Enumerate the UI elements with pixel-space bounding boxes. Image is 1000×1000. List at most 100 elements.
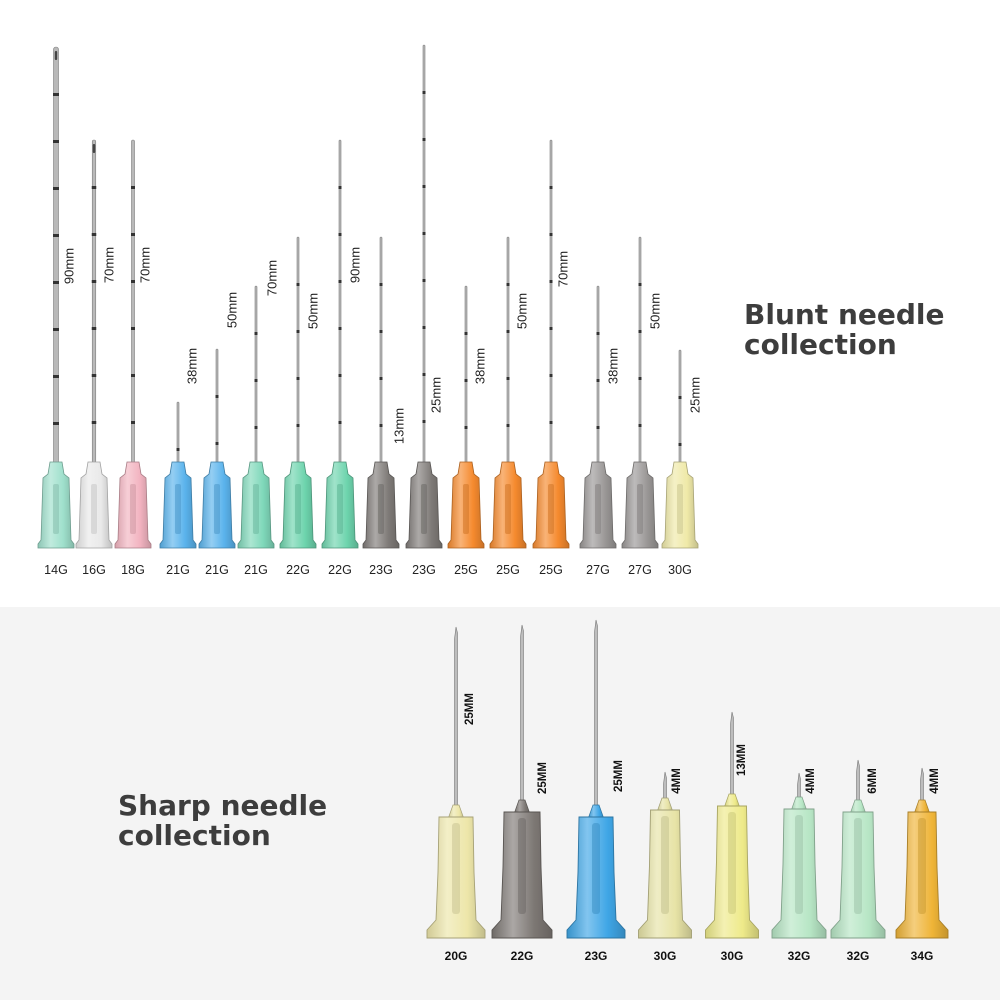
length-label: 25mm	[687, 377, 702, 413]
hub-core	[337, 484, 343, 534]
hub-core	[677, 484, 683, 534]
hub-core	[463, 484, 469, 534]
graduation-mark	[596, 332, 600, 335]
graduation-mark	[549, 374, 553, 377]
needle-hub	[426, 816, 486, 939]
sharp-heading-line1: Sharp needle	[118, 789, 328, 822]
length-label: 25MM	[464, 693, 476, 725]
graduation-mark	[338, 280, 342, 283]
hub-core	[91, 484, 97, 534]
graduation-mark	[91, 280, 97, 283]
graduation-mark	[379, 424, 383, 427]
graduation-mark	[53, 234, 59, 237]
graduation-mark	[131, 327, 135, 330]
length-label: 50mm	[647, 293, 662, 329]
blunt-needle: 25mm 30G	[661, 349, 702, 577]
cannula	[379, 236, 383, 471]
length-label: 90mm	[347, 247, 362, 283]
blunt-needle: 90mm 14G	[37, 46, 76, 577]
graduation-mark	[91, 233, 97, 236]
cannula	[638, 236, 642, 471]
graduation-mark	[338, 421, 342, 424]
graduation-mark	[91, 186, 97, 189]
sharp-needle: 4MM 30G	[638, 768, 692, 963]
length-label: 50mm	[224, 292, 239, 328]
length-label: 25mm	[428, 377, 443, 413]
cannula	[53, 46, 59, 471]
length-label: 50mm	[305, 293, 320, 329]
graduation-mark	[464, 379, 468, 382]
blunt-needle: 25mm 23G	[405, 44, 443, 577]
sharp-needle: 13MM 30G	[705, 711, 759, 963]
graduation-mark	[506, 330, 510, 333]
gauge-label: 32G	[788, 949, 811, 963]
needle-hub	[895, 811, 949, 939]
length-label: 4MM	[929, 768, 941, 794]
graduation-mark	[422, 373, 426, 376]
length-label: 70mm	[101, 247, 116, 283]
length-label: 70mm	[137, 247, 152, 283]
graduation-mark	[506, 424, 510, 427]
needle-hub	[830, 811, 886, 939]
gauge-label: 25G	[496, 563, 520, 577]
graduation-mark	[254, 426, 258, 429]
needle-hub	[566, 816, 626, 939]
blunt-needle: 38mm 21G	[159, 348, 199, 577]
gauge-label: 27G	[586, 563, 610, 577]
needle-shaft	[520, 624, 524, 811]
graduation-mark	[215, 395, 219, 398]
graduation-mark	[131, 280, 135, 283]
graduation-mark	[53, 422, 59, 425]
needle-shaft	[730, 711, 734, 805]
blunt-needle: 70mm 21G	[237, 260, 279, 577]
needle-hub	[705, 805, 759, 939]
gauge-label: 23G	[412, 563, 436, 577]
graduation-mark	[131, 374, 135, 377]
graduation-mark	[53, 328, 59, 331]
sharp-needle: 25MM 20G	[426, 626, 486, 963]
sharp-needle: 25MM 22G	[491, 624, 553, 963]
hub-core	[795, 815, 803, 914]
graduation-mark	[638, 330, 642, 333]
hub-core	[728, 812, 736, 914]
gauge-label: 20G	[445, 949, 468, 963]
length-label: 4MM	[671, 768, 683, 794]
graduation-mark	[338, 327, 342, 330]
blunt-needle: 90mm 22G	[321, 139, 362, 577]
hub-core	[378, 484, 384, 534]
graduation-mark	[596, 379, 600, 382]
graduation-mark	[549, 327, 553, 330]
blunt-needle: 50mm 25G	[489, 236, 529, 577]
graduation-mark	[338, 374, 342, 377]
blunt-heading-line2: collection	[744, 328, 897, 361]
graduation-mark	[53, 187, 59, 190]
sharp-needle-heading: Sharp needle collection	[118, 791, 327, 851]
graduation-mark	[549, 280, 553, 283]
graduation-mark	[53, 140, 59, 143]
blunt-needle: 70mm 18G	[114, 139, 152, 577]
length-label: 38mm	[472, 348, 487, 384]
graduation-mark	[53, 375, 59, 378]
blunt-needle: 70mm 16G	[75, 139, 116, 577]
hub-core	[854, 818, 862, 914]
graduation-mark	[91, 327, 97, 330]
length-label: 38mm	[605, 348, 620, 384]
blunt-needle: 50mm 27G	[621, 236, 662, 577]
hub-core	[175, 484, 181, 534]
hub-core	[53, 484, 59, 534]
gauge-label: 22G	[511, 949, 534, 963]
needle-hub	[771, 808, 827, 939]
hub-core	[918, 818, 926, 914]
graduation-mark	[215, 442, 219, 445]
graduation-mark	[296, 330, 300, 333]
gauge-label: 22G	[328, 563, 352, 577]
needle-shaft	[454, 626, 458, 816]
length-label: 25MM	[613, 760, 625, 792]
graduation-mark	[254, 379, 258, 382]
graduation-mark	[338, 233, 342, 236]
cannula	[176, 401, 180, 471]
blunt-heading-line1: Blunt needle	[744, 298, 945, 331]
cannula	[422, 44, 426, 471]
gauge-label: 23G	[585, 949, 608, 963]
hub-core	[253, 484, 259, 534]
